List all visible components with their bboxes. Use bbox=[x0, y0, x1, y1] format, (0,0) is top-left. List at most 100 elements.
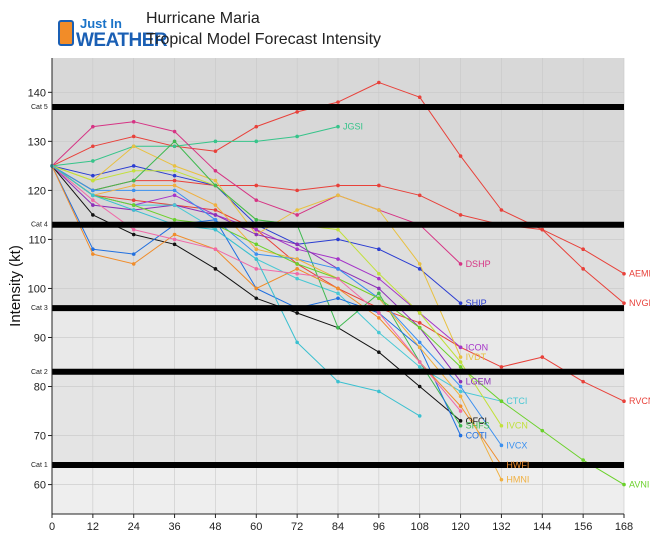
data-point bbox=[458, 404, 463, 408]
data-point bbox=[131, 134, 136, 139]
data-point bbox=[254, 139, 259, 144]
data-point bbox=[295, 276, 299, 281]
x-tick-label: 168 bbox=[615, 521, 633, 533]
data-point bbox=[336, 124, 340, 129]
data-point bbox=[172, 218, 177, 222]
data-point bbox=[91, 188, 95, 193]
data-point bbox=[131, 178, 136, 183]
data-point bbox=[254, 252, 259, 256]
series-label-lgem: LGEM bbox=[466, 377, 492, 387]
data-point bbox=[254, 247, 259, 252]
series-label-nvgi: NVGI bbox=[629, 298, 650, 308]
data-point bbox=[581, 458, 585, 462]
x-tick-label: 84 bbox=[332, 521, 344, 533]
data-point bbox=[336, 291, 340, 296]
data-point bbox=[131, 119, 136, 124]
data-point bbox=[499, 399, 504, 404]
data-point bbox=[458, 423, 463, 428]
data-point bbox=[131, 203, 136, 207]
data-point bbox=[91, 178, 95, 183]
data-point bbox=[417, 360, 422, 364]
data-point bbox=[458, 154, 463, 158]
data-point bbox=[417, 365, 422, 369]
data-point bbox=[295, 134, 299, 139]
data-point bbox=[295, 311, 299, 315]
chart-title-line1: Hurricane Maria bbox=[146, 10, 260, 27]
data-point bbox=[91, 173, 95, 178]
data-point bbox=[336, 286, 340, 291]
x-tick-label: 72 bbox=[291, 521, 303, 533]
series-label-dshp: DSHP bbox=[466, 259, 491, 269]
y-tick-label: 110 bbox=[28, 234, 46, 246]
data-point bbox=[377, 80, 381, 85]
data-point bbox=[213, 227, 218, 232]
y-tick-label: 140 bbox=[28, 87, 46, 99]
data-point bbox=[336, 183, 340, 188]
model-series bbox=[50, 80, 626, 487]
data-point bbox=[540, 355, 545, 359]
data-point bbox=[131, 183, 136, 188]
series-label-rvcn: RVCN bbox=[629, 396, 650, 406]
data-point bbox=[622, 399, 626, 404]
data-point bbox=[458, 389, 463, 394]
series-line-ivcx bbox=[51, 165, 502, 446]
data-point bbox=[295, 247, 299, 252]
data-point bbox=[254, 183, 259, 188]
data-point bbox=[295, 257, 299, 261]
data-point bbox=[213, 139, 218, 144]
y-tick-label: 130 bbox=[28, 136, 46, 148]
x-tick-label: 132 bbox=[492, 521, 510, 533]
data-point bbox=[417, 193, 422, 198]
y-axis-label: Intensity (kt) bbox=[7, 245, 24, 327]
data-point bbox=[172, 173, 177, 178]
category-threshold-lines: Cat 1 Cat 2 Cat 3 Cat 4 Cat 5 bbox=[31, 104, 624, 469]
data-point bbox=[377, 247, 381, 252]
data-point bbox=[91, 144, 95, 149]
data-point bbox=[254, 232, 259, 237]
data-point bbox=[377, 330, 381, 335]
data-point bbox=[458, 213, 463, 217]
data-point bbox=[417, 320, 422, 325]
data-point bbox=[131, 168, 136, 173]
x-tick-label: 156 bbox=[574, 521, 592, 533]
data-point bbox=[458, 360, 463, 364]
category-label: Cat 1 bbox=[31, 462, 48, 469]
just-in-weather-logo: Just In WEATHER bbox=[58, 16, 168, 51]
data-point bbox=[213, 247, 218, 252]
data-point bbox=[172, 144, 177, 149]
data-point bbox=[131, 198, 136, 202]
data-point bbox=[172, 183, 177, 188]
data-point bbox=[377, 291, 381, 296]
y-tick-label: 90 bbox=[34, 332, 46, 344]
category-label: Cat 2 bbox=[31, 369, 48, 376]
series-label-ship: SHIP bbox=[466, 298, 487, 308]
series-label-hmni: HMNI bbox=[506, 475, 529, 485]
data-point bbox=[295, 208, 299, 212]
series-label-ivdt: IVDT bbox=[466, 352, 487, 362]
y-tick-label: 70 bbox=[34, 431, 46, 443]
data-point bbox=[336, 100, 340, 104]
data-point bbox=[540, 428, 545, 433]
data-point bbox=[377, 316, 381, 320]
y-tick-label: 100 bbox=[28, 283, 46, 295]
data-point bbox=[458, 433, 463, 438]
data-point bbox=[417, 414, 422, 418]
data-point bbox=[131, 144, 136, 149]
data-point bbox=[295, 242, 299, 247]
data-point bbox=[213, 168, 218, 173]
category-label: Cat 4 bbox=[31, 222, 48, 229]
data-point bbox=[172, 178, 177, 183]
data-point bbox=[172, 129, 177, 134]
data-point bbox=[458, 365, 463, 369]
data-point bbox=[622, 301, 626, 305]
data-point bbox=[377, 296, 381, 301]
data-point bbox=[91, 198, 95, 202]
data-point bbox=[622, 271, 626, 276]
data-point bbox=[254, 296, 259, 301]
data-point bbox=[581, 247, 585, 252]
data-point bbox=[336, 296, 340, 301]
data-point bbox=[377, 350, 381, 354]
series-label-jgsi: JGSI bbox=[343, 122, 363, 132]
data-point bbox=[417, 311, 422, 315]
